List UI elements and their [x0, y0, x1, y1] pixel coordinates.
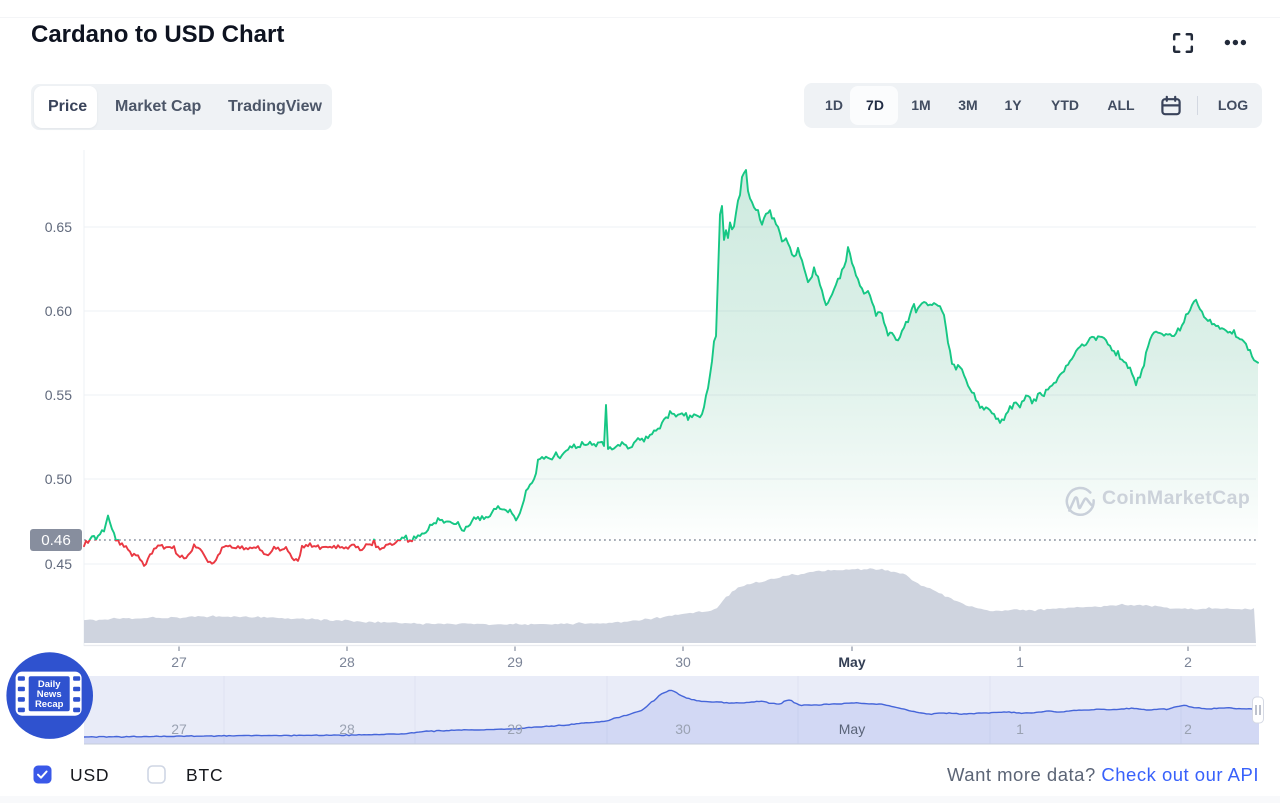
svg-text:1: 1	[1016, 721, 1024, 737]
svg-text:CoinMarketCap: CoinMarketCap	[1102, 487, 1250, 509]
svg-text:28: 28	[339, 721, 355, 737]
svg-text:0.55: 0.55	[45, 387, 72, 403]
svg-text:27: 27	[171, 721, 187, 737]
svg-text:May: May	[839, 721, 865, 737]
svg-text:May: May	[838, 654, 865, 670]
svg-text:Recap: Recap	[35, 699, 64, 710]
svg-text:0.50: 0.50	[45, 471, 72, 487]
svg-text:2: 2	[1184, 721, 1192, 737]
svg-text:0.60: 0.60	[45, 303, 72, 319]
svg-text:29: 29	[507, 721, 523, 737]
svg-text:30: 30	[675, 721, 691, 737]
svg-text:1: 1	[1016, 654, 1024, 670]
svg-text:30: 30	[675, 654, 691, 670]
svg-text:29: 29	[507, 654, 523, 670]
svg-text:News: News	[37, 689, 62, 700]
svg-text:0.46: 0.46	[41, 532, 71, 549]
svg-text:0.45: 0.45	[45, 556, 72, 572]
svg-text:0.65: 0.65	[45, 219, 72, 235]
svg-text:28: 28	[339, 654, 355, 670]
svg-text:27: 27	[171, 654, 187, 670]
svg-text:2: 2	[1184, 654, 1192, 670]
svg-text:Daily: Daily	[38, 679, 61, 690]
